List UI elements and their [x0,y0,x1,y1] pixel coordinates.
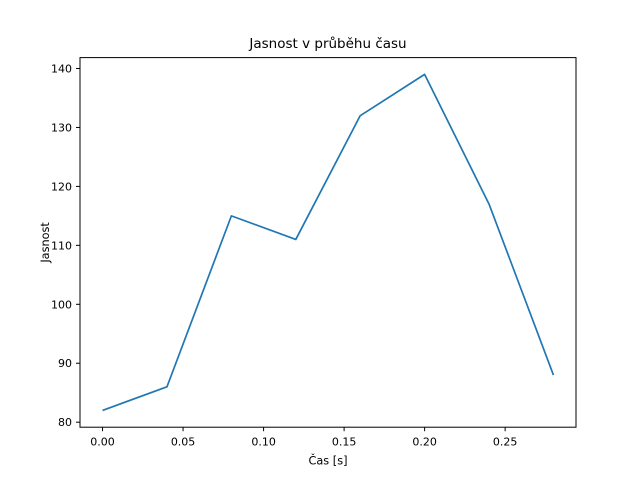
x-tick-label: 0.05 [171,436,196,449]
y-tick-label: 110 [51,239,72,252]
x-axis-ticks: 0.00 0.05 0.10 0.15 0.20 0.25 [90,427,517,449]
data-series [102,73,555,412]
plot-border [79,57,577,428]
y-tick-label: 130 [51,121,72,134]
x-tick-label: 0.10 [251,436,276,449]
y-axis-ticks: 80 90 100 110 120 130 140 [51,63,80,429]
y-tick-label: 140 [51,63,72,76]
brightness-line [102,73,555,412]
y-tick-label: 90 [58,357,72,370]
x-tick-label: 0.15 [332,436,357,449]
x-axis-label: Čas [s] [309,455,348,468]
y-tick-label: 80 [58,416,72,429]
x-tick-label: 0.00 [90,436,115,449]
x-tick-label: 0.25 [493,436,518,449]
chart-title: Jasnost v průběhu času [248,36,406,52]
y-tick-label: 100 [51,298,72,311]
y-axis-label: Jasnost [39,222,52,264]
x-tick-label: 0.20 [412,436,437,449]
y-tick-label: 120 [51,180,72,193]
